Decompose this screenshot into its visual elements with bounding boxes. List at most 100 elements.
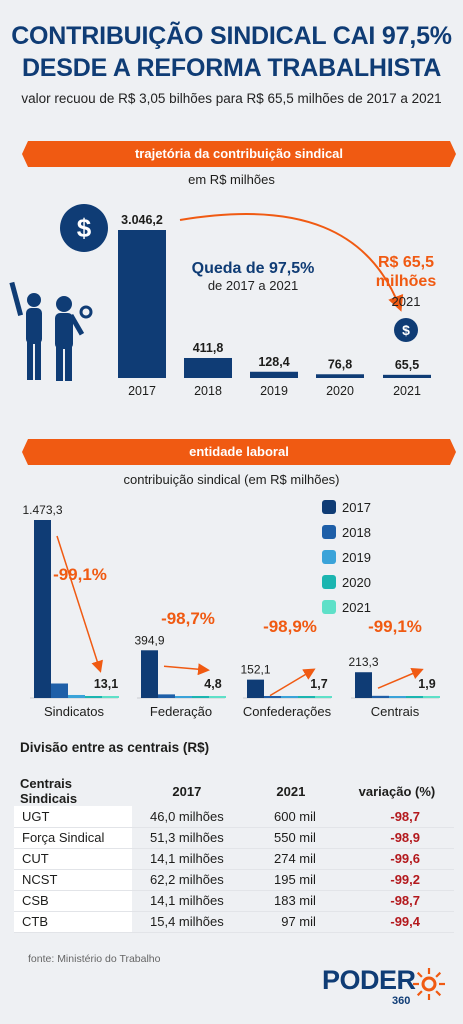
bar-Centrais-2019: [389, 696, 406, 698]
bar-Centrais-2021: [423, 696, 440, 698]
value-2017: 14,1 milhões: [132, 848, 242, 870]
highlight-value-unit: milhões: [376, 273, 437, 290]
entity-grouped-bar-chart: 1.473,3 13,1 Sindicatos 394,9 4,8 Federação 15…: [22, 500, 440, 719]
first-value-label: 394,9: [134, 633, 164, 647]
category-label: Sindicatos: [44, 704, 104, 719]
chart2-legend: 2017 2018 2019 2020 2021: [322, 500, 371, 615]
table-header-cell: 2017: [172, 783, 202, 799]
change-percent-label: -98,7%: [161, 609, 215, 628]
trajectory-bar-chart: $ 3.046,2 2017 411,8 2018 128,4 2019 76,8 2020 6…: [9, 204, 437, 398]
bar-Federação-2017: [141, 650, 158, 698]
bar-value-label: 65,5: [395, 358, 419, 372]
bar-Federação-2021: [209, 696, 226, 698]
bar-value-label: 128,4: [258, 355, 289, 369]
central-name: UGT: [14, 806, 132, 828]
bar-Federação-2018: [158, 694, 175, 698]
headline: CONTRIBUIÇÃO SINDICAL CAI 97,5% DESDE A …: [11, 22, 452, 82]
drop-arrow: [179, 213, 404, 312]
drop-title: Queda de 97,5%: [192, 260, 315, 277]
chart2-unit-label: contribuição sindical (em R$ milhões): [123, 472, 340, 487]
value-2021: 274 mil: [241, 848, 340, 870]
dollar-coin-icon: $: [60, 204, 108, 252]
highlight-value: R$ 65,5: [378, 254, 434, 271]
variation: -98,9: [339, 827, 454, 849]
legend-label: 2019: [342, 550, 371, 565]
poder360-logo-number: 360: [392, 995, 411, 1007]
bar-Federação-2019: [175, 696, 192, 698]
chart1-bars: 3.046,2 2017 411,8 2018 128,4 2019 76,8 2020 65,…: [118, 213, 431, 398]
category-label: Centrais: [371, 704, 420, 719]
centrais-table: Centrais Sindicais 2017 2021 variação (%…: [14, 776, 454, 933]
value-2021: 600 mil: [241, 806, 340, 828]
highlight-year: 2021: [392, 294, 421, 309]
first-value-label: 1.473,3: [22, 503, 62, 517]
value-2021: 183 mil: [241, 890, 340, 912]
bar-2020: [316, 374, 364, 378]
bar-2017: [118, 230, 166, 378]
legend-label: 2017: [342, 500, 371, 515]
dollar-coin-small-icon: $: [394, 318, 418, 342]
change-arrow: [163, 663, 210, 676]
legend-swatch: [322, 500, 336, 514]
svg-text:$: $: [402, 322, 410, 338]
poder360-logo: PODER: [322, 965, 416, 995]
change-percent-label: -99,1%: [368, 617, 422, 636]
last-value-label: 1,7: [310, 677, 327, 691]
first-value-label: 152,1: [240, 663, 270, 677]
legend-swatch: [322, 550, 336, 564]
value-2017: 51,3 milhões: [132, 827, 242, 849]
bar-Centrais-2018: [372, 695, 389, 698]
last-value-label: 1,9: [418, 677, 435, 691]
source-note: fonte: Ministério do Trabalho: [28, 953, 161, 965]
variation: -98,7: [339, 806, 454, 828]
bar-Sindicatos-2017: [34, 520, 51, 698]
section-banner-entity: entidade laboral: [22, 439, 456, 465]
drop-subtitle: de 2017 a 2021: [208, 278, 298, 293]
category-label: 2020: [326, 384, 354, 398]
subtitle: valor recuou de R$ 3,05 bilhões para R$ …: [21, 91, 442, 106]
bar-Centrais-2017: [355, 672, 372, 698]
svg-text:$: $: [77, 213, 92, 243]
variation: -99,2: [339, 869, 454, 891]
change-arrow: [269, 668, 316, 697]
bar-Confederações-2017: [247, 679, 264, 698]
category-label: 2018: [194, 384, 222, 398]
legend-swatch: [322, 525, 336, 539]
first-value-label: 213,3: [348, 655, 378, 669]
bar-value-label: 411,8: [193, 341, 224, 355]
bar-2019: [250, 371, 298, 378]
value-2017: 14,1 milhões: [132, 890, 242, 912]
bar-Confederações-2018: [264, 696, 281, 698]
bar-2021: [383, 374, 431, 378]
table-header-cell: Centrais Sindicais: [20, 776, 78, 806]
variation: -98,7: [339, 890, 454, 912]
central-name: CSB: [14, 890, 132, 912]
table-row: NCST 62,2 milhões 195 mil -99,2: [14, 869, 454, 891]
value-2021: 195 mil: [241, 869, 340, 891]
bar-value-label: 76,8: [328, 357, 352, 371]
change-arrow: [377, 667, 424, 689]
bar-Centrais-2020: [406, 696, 423, 698]
change-arrow: [56, 535, 103, 673]
central-name: CTB: [14, 911, 132, 933]
category-label: 2019: [260, 384, 288, 398]
table-row: CTB 15,4 milhões 97 mil -99,4: [14, 911, 454, 933]
value-2021: 550 mil: [241, 827, 340, 849]
table-row: Força Sindical 51,3 milhões 550 mil -98,9: [14, 827, 454, 849]
bar-Sindicatos-2021: [102, 696, 119, 698]
table-header-row: Centrais Sindicais 2017 2021 variação (%…: [14, 776, 454, 806]
central-name: CUT: [14, 848, 132, 870]
table-header-cell: 2021: [276, 783, 306, 799]
bar-value-label: 3.046,2: [121, 213, 163, 227]
table-row: UGT 46,0 milhões 600 mil -98,7: [14, 806, 454, 828]
bar-Sindicatos-2019: [68, 694, 85, 698]
bar-Sindicatos-2018: [51, 683, 68, 698]
table-header-cell: variação (%): [358, 783, 436, 799]
bar-Confederações-2021: [315, 696, 332, 698]
legend-label: 2018: [342, 525, 371, 540]
bar-Confederações-2019: [281, 696, 298, 698]
central-name: Força Sindical: [14, 827, 132, 849]
change-percent-label: -98,9%: [263, 617, 317, 636]
section-banner-trajectory: trajetória da contribuição sindical: [22, 141, 456, 167]
variation: -99,4: [339, 911, 454, 933]
